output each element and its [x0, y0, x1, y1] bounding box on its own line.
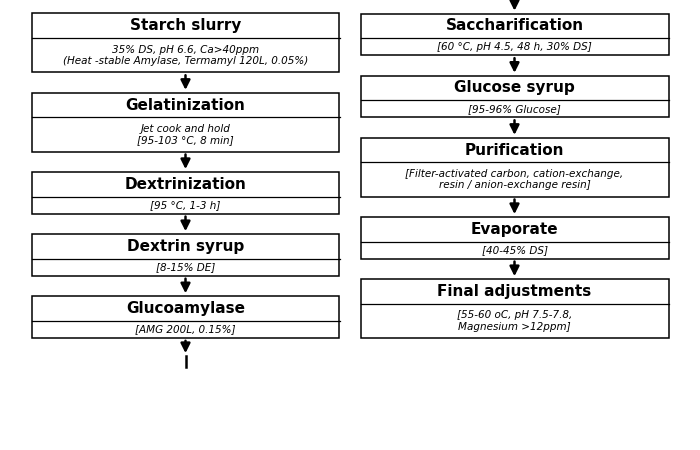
Text: Glucoamylase: Glucoamylase	[126, 301, 245, 316]
Bar	[32, 14, 340, 72]
Bar	[360, 138, 668, 197]
Text: Saccharification: Saccharification	[445, 18, 584, 33]
Text: Final adjustments: Final adjustments	[438, 284, 592, 299]
Text: Evaporate: Evaporate	[470, 222, 559, 237]
Text: Jet cook and hold
[95-103 °C, 8 min]: Jet cook and hold [95-103 °C, 8 min]	[137, 124, 234, 145]
Bar	[360, 217, 668, 259]
Text: [95-96% Glucose]: [95-96% Glucose]	[468, 104, 561, 114]
Text: Gelatinization: Gelatinization	[125, 98, 246, 112]
Bar	[360, 279, 668, 338]
Text: Dextrinization: Dextrinization	[125, 177, 246, 192]
Bar	[32, 234, 340, 276]
Text: Starch slurry: Starch slurry	[130, 18, 242, 33]
Text: [AMG 200L, 0.15%]: [AMG 200L, 0.15%]	[135, 324, 236, 334]
Bar	[32, 93, 340, 152]
Text: [8-15% DE]: [8-15% DE]	[156, 262, 215, 272]
Text: Glucose syrup: Glucose syrup	[454, 81, 575, 95]
Text: 35% DS, pH 6.6, Ca>40ppm
(Heat -stable Amylase, Termamyl 120L, 0.05%): 35% DS, pH 6.6, Ca>40ppm (Heat -stable A…	[63, 45, 308, 66]
Text: Dextrin syrup: Dextrin syrup	[127, 239, 244, 254]
Bar	[32, 172, 340, 214]
Bar	[32, 296, 340, 338]
Text: Purification: Purification	[465, 143, 564, 158]
Text: [60 °C, pH 4.5, 48 h, 30% DS]: [60 °C, pH 4.5, 48 h, 30% DS]	[437, 42, 592, 52]
Text: [Filter-activated carbon, cation-exchange,
resin / anion-exchange resin]: [Filter-activated carbon, cation-exchang…	[405, 169, 624, 190]
Text: [40-45% DS]: [40-45% DS]	[482, 245, 547, 255]
Bar	[360, 76, 668, 117]
Text: [95 °C, 1-3 h]: [95 °C, 1-3 h]	[150, 200, 220, 210]
Text: [55-60 oC, pH 7.5-7.8,
Magnesium >12ppm]: [55-60 oC, pH 7.5-7.8, Magnesium >12ppm]	[457, 310, 572, 332]
Bar	[360, 14, 668, 55]
